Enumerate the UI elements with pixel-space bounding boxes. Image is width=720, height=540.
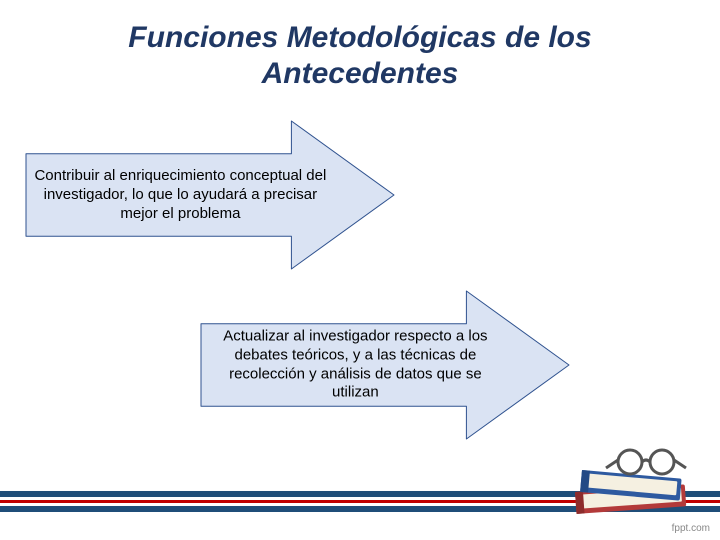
arrow-box-2: Actualizar al investigador respecto a lo…	[200, 290, 570, 440]
arrow-box-1: Contribuir al enriquecimiento conceptual…	[25, 120, 395, 270]
watermark-text: fppt.com	[672, 523, 710, 534]
slide-title: Funciones Metodológicas de los Anteceden…	[0, 0, 720, 102]
arrow-text-2: Actualizar al investigador respecto a lo…	[207, 328, 503, 403]
books-icon	[570, 422, 700, 532]
arrow-text-1: Contribuir al enriquecimiento conceptual…	[32, 167, 328, 223]
